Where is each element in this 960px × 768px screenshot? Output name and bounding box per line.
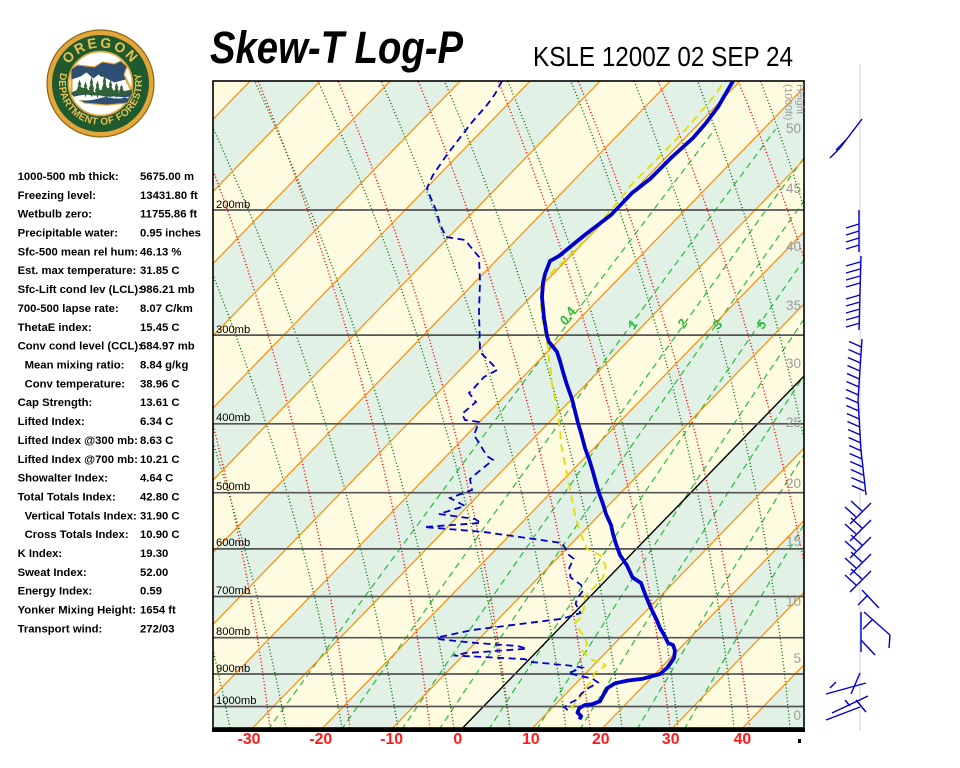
svg-text:1654 ft: 1654 ft [140, 605, 176, 617]
svg-text:0.59: 0.59 [140, 586, 162, 598]
svg-text:Sfc-Lift cond lev (LCL):: Sfc-Lift cond lev (LCL): [18, 284, 142, 296]
svg-text:8.63 C: 8.63 C [140, 435, 173, 447]
svg-text:10.21 C: 10.21 C [140, 454, 180, 466]
svg-text:10.90 C: 10.90 C [140, 529, 180, 541]
svg-text:Mean mixing ratio:: Mean mixing ratio: [25, 360, 125, 372]
svg-text:1000mb: 1000mb [216, 695, 256, 707]
svg-text:46.13 %: 46.13 % [140, 246, 181, 258]
svg-text:K Index:: K Index: [18, 548, 63, 560]
svg-text:11755.86 ft: 11755.86 ft [140, 209, 197, 221]
svg-text:KSLE 1200Z 02 SEP 24: KSLE 1200Z 02 SEP 24 [533, 41, 793, 72]
svg-text:40: 40 [786, 239, 801, 254]
svg-text:Cap Strength:: Cap Strength: [18, 397, 93, 409]
svg-text:0: 0 [793, 708, 801, 723]
svg-text:15.45 C: 15.45 C [140, 322, 180, 334]
svg-text:8.84 g/kg: 8.84 g/kg [140, 360, 188, 372]
svg-text:13431.80 ft: 13431.80 ft [140, 190, 198, 202]
svg-text:5: 5 [793, 651, 801, 666]
svg-text:400mb: 400mb [216, 412, 250, 424]
svg-text:31.90 C: 31.90 C [140, 510, 180, 522]
svg-text:-20: -20 [309, 731, 332, 748]
svg-text:10: 10 [522, 731, 540, 748]
svg-text:300mb: 300mb [216, 324, 250, 336]
svg-text:50: 50 [786, 121, 801, 136]
svg-text:42.80 C: 42.80 C [140, 492, 180, 504]
svg-text:Sweat Index:: Sweat Index: [18, 567, 87, 579]
svg-text:20: 20 [592, 731, 610, 748]
svg-text:25: 25 [786, 415, 801, 430]
svg-text:Energy Index:: Energy Index: [18, 586, 93, 598]
svg-text:Wetbulb zero:: Wetbulb zero: [18, 209, 92, 221]
svg-text:13.61 C: 13.61 C [140, 397, 180, 409]
svg-text:30: 30 [786, 356, 801, 371]
svg-text:700-500 lapse rate:: 700-500 lapse rate: [18, 303, 119, 315]
svg-text:5675.00 m: 5675.00 m [140, 171, 194, 183]
svg-text:272/03: 272/03 [140, 623, 175, 635]
svg-text:Skew-T Log-P: Skew-T Log-P [210, 22, 464, 73]
svg-text:31.85 C: 31.85 C [140, 265, 180, 277]
svg-text:200mb: 200mb [216, 199, 250, 211]
svg-text:10: 10 [786, 594, 801, 609]
svg-text:38.96 C: 38.96 C [140, 378, 180, 390]
svg-text:700mb: 700mb [216, 585, 250, 597]
svg-text:Est. max temperature:: Est. max temperature: [18, 265, 137, 277]
svg-text:Lifted Index @700 mb:: Lifted Index @700 mb: [18, 454, 138, 466]
svg-text:35: 35 [786, 298, 801, 313]
svg-text:Showalter Index:: Showalter Index: [18, 473, 108, 485]
svg-text:Lifted Index:: Lifted Index: [18, 416, 85, 428]
svg-text:Lifted Index @300 mb:: Lifted Index @300 mb: [18, 435, 138, 447]
svg-text:1000-500 mb thick:: 1000-500 mb thick: [18, 171, 119, 183]
svg-text:19.30: 19.30 [140, 548, 168, 560]
svg-text:Cross Totals Index:: Cross Totals Index: [25, 529, 129, 541]
svg-text:-30: -30 [238, 731, 261, 748]
svg-text:986.21 mb: 986.21 mb [140, 284, 195, 296]
svg-text:600mb: 600mb [216, 537, 250, 549]
svg-text:Precipitable water:: Precipitable water: [18, 228, 118, 240]
svg-text:6.34 C: 6.34 C [140, 416, 173, 428]
svg-text:500mb: 500mb [216, 481, 250, 493]
svg-text:Height: Height [794, 84, 806, 114]
svg-text:30: 30 [662, 731, 680, 748]
svg-text:Conv temperature:: Conv temperature: [25, 378, 125, 390]
svg-text:4.64 C: 4.64 C [140, 473, 173, 485]
svg-text:Total Totals Index:: Total Totals Index: [18, 492, 116, 504]
svg-text:0.95 inches: 0.95 inches [140, 228, 201, 240]
svg-text:Transport wind:: Transport wind: [18, 623, 103, 635]
svg-text:45: 45 [786, 181, 801, 196]
svg-text:Sfc-500 mean rel hum:: Sfc-500 mean rel hum: [18, 246, 139, 258]
svg-text:ThetaE index:: ThetaE index: [18, 322, 92, 334]
svg-text:Freezing level:: Freezing level: [18, 190, 96, 202]
svg-text:900mb: 900mb [216, 663, 250, 675]
svg-text:40: 40 [734, 731, 752, 748]
svg-text:Yonker Mixing Height:: Yonker Mixing Height: [18, 605, 136, 617]
svg-text:Vertical Totals Index:: Vertical Totals Index: [25, 510, 137, 522]
svg-text:-10: -10 [380, 731, 403, 748]
svg-text:Conv cond level (CCL):: Conv cond level (CCL): [18, 341, 142, 353]
svg-text:800mb: 800mb [216, 626, 250, 638]
svg-text:20: 20 [786, 476, 801, 491]
svg-text:8.07 C/km: 8.07 C/km [140, 303, 193, 315]
svg-text:15: 15 [786, 534, 801, 549]
svg-text:52.00: 52.00 [140, 567, 168, 579]
svg-text:(1000ft): (1000ft) [782, 84, 794, 120]
svg-text:0: 0 [453, 731, 462, 748]
svg-text:684.97 mb: 684.97 mb [140, 341, 195, 353]
